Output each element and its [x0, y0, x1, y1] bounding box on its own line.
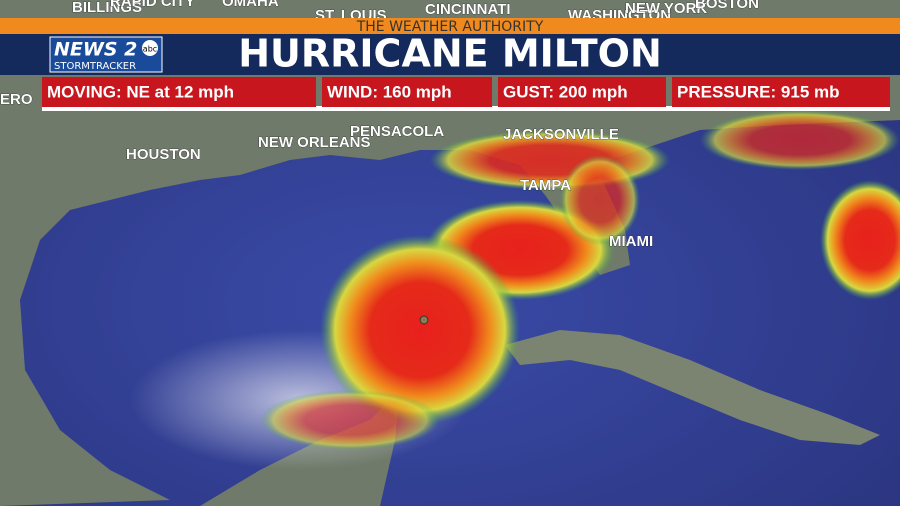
- stat-text: PRESSURE: 915 mb: [677, 82, 840, 101]
- logo-box: [49, 36, 163, 73]
- tagline: THE WEATHER AUTHORITY: [356, 19, 544, 35]
- city-label: ERO: [0, 91, 33, 108]
- city-label: BOSTON: [695, 0, 759, 12]
- city-label: PENSACOLA: [350, 123, 444, 140]
- city-label: TAMPA: [520, 177, 571, 194]
- stat-text: MOVING: NE at 12 mph: [47, 82, 234, 101]
- stat-box: [498, 77, 666, 107]
- logo-name: NEWS 2: [54, 39, 137, 61]
- stat-box: [42, 77, 316, 107]
- stat-text: GUST: 200 mph: [503, 82, 628, 101]
- rain-band: [560, 155, 640, 245]
- logo: NEWS 2 abc STORMTRACKER: [49, 36, 163, 73]
- stats-underline: [42, 106, 890, 111]
- network-badge: [142, 40, 158, 56]
- rain-band: [260, 390, 440, 450]
- title: HURRICANE MILTON: [238, 32, 662, 76]
- stat-box: [322, 77, 492, 107]
- city-label: RAPID CITY: [110, 0, 195, 10]
- city-label: NEW YORK: [625, 0, 707, 17]
- city-label: HOUSTON: [126, 146, 201, 163]
- city-label: OMAHA: [222, 0, 279, 10]
- hurricane-eye: [419, 315, 429, 325]
- stat-box: [672, 77, 890, 107]
- stats-bar: MOVING: NE at 12 mph WIND: 160 mph GUST: 2…: [42, 77, 890, 111]
- cuba: [505, 330, 880, 445]
- brand: STORMTRACKER: [54, 61, 136, 72]
- city-label: BILLINGS: [72, 0, 142, 16]
- city-label: NEW ORLEANS: [258, 134, 371, 151]
- rain-band: [820, 180, 900, 300]
- stat-text: WIND: 160 mph: [327, 82, 452, 101]
- city-label: CINCINNATI: [425, 1, 511, 18]
- rain-band: [700, 110, 900, 170]
- yucatan: [200, 390, 400, 506]
- network: abc: [143, 45, 157, 54]
- city-label: MIAMI: [609, 233, 653, 250]
- city-label: JACKSONVILLE: [503, 126, 619, 143]
- tagline-bar: [0, 18, 900, 34]
- hurricane: [320, 235, 520, 425]
